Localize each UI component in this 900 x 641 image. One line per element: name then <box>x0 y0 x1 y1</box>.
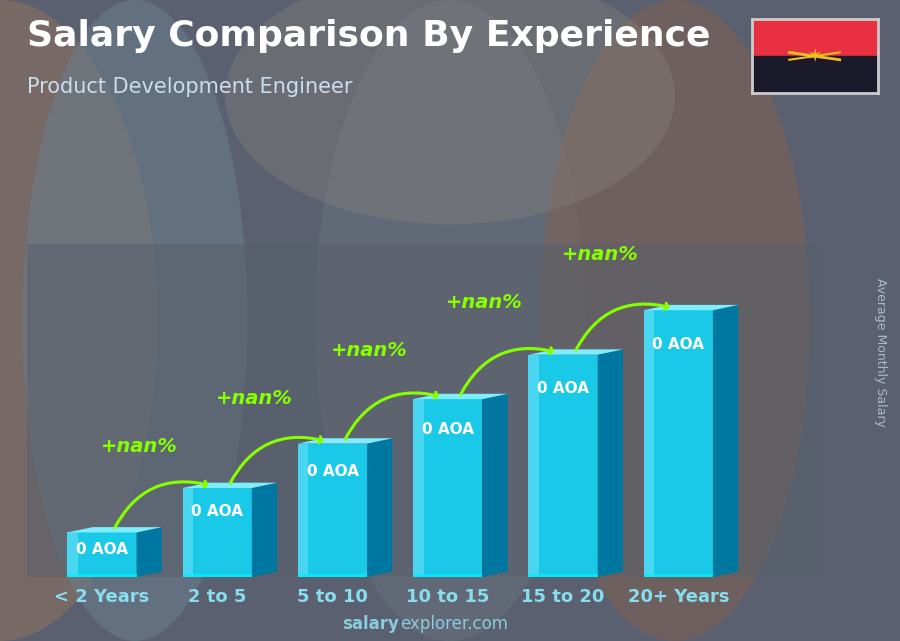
Polygon shape <box>183 483 277 488</box>
Bar <box>752 56 878 93</box>
Polygon shape <box>413 399 482 577</box>
Polygon shape <box>137 527 162 577</box>
Polygon shape <box>413 399 424 577</box>
Polygon shape <box>68 527 162 533</box>
Polygon shape <box>298 438 392 444</box>
Polygon shape <box>644 310 713 577</box>
Polygon shape <box>298 444 367 577</box>
Text: 0 AOA: 0 AOA <box>307 463 358 479</box>
Text: Product Development Engineer: Product Development Engineer <box>27 77 353 97</box>
Polygon shape <box>482 394 508 577</box>
Polygon shape <box>713 305 738 577</box>
Text: Average Monthly Salary: Average Monthly Salary <box>874 278 886 427</box>
Text: 0 AOA: 0 AOA <box>191 504 243 519</box>
Polygon shape <box>367 438 392 577</box>
Polygon shape <box>183 488 193 577</box>
Text: ✶: ✶ <box>806 47 823 65</box>
Bar <box>752 19 878 56</box>
Text: +nan%: +nan% <box>446 292 523 312</box>
Text: 0 AOA: 0 AOA <box>537 381 590 396</box>
Polygon shape <box>68 533 137 577</box>
Polygon shape <box>183 574 252 577</box>
Polygon shape <box>413 394 508 399</box>
Polygon shape <box>598 349 623 577</box>
Text: +nan%: +nan% <box>101 437 177 456</box>
Polygon shape <box>68 574 137 577</box>
Polygon shape <box>252 483 277 577</box>
Text: 0 AOA: 0 AOA <box>652 337 705 352</box>
Polygon shape <box>644 310 654 577</box>
Text: explorer.com: explorer.com <box>400 615 508 633</box>
Polygon shape <box>528 354 539 577</box>
Text: +nan%: +nan% <box>562 245 638 263</box>
Text: +nan%: +nan% <box>216 388 292 408</box>
Text: +nan%: +nan% <box>331 340 408 360</box>
Text: 0 AOA: 0 AOA <box>76 542 128 557</box>
Polygon shape <box>528 349 623 354</box>
Polygon shape <box>68 533 77 577</box>
Polygon shape <box>528 354 598 577</box>
Polygon shape <box>644 574 713 577</box>
Polygon shape <box>644 305 738 310</box>
Polygon shape <box>413 574 482 577</box>
Polygon shape <box>298 574 367 577</box>
Polygon shape <box>183 488 252 577</box>
Text: salary: salary <box>342 615 399 633</box>
Text: 0 AOA: 0 AOA <box>422 422 473 437</box>
Text: Salary Comparison By Experience: Salary Comparison By Experience <box>27 19 710 53</box>
Polygon shape <box>528 574 598 577</box>
Polygon shape <box>298 444 309 577</box>
